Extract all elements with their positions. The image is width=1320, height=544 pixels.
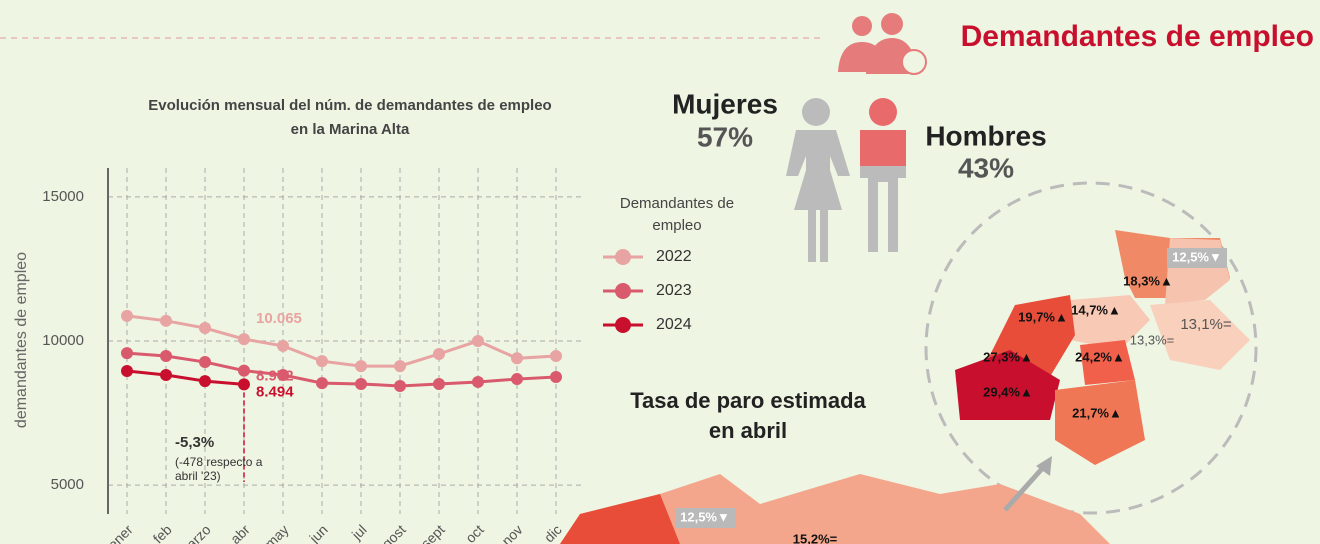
map-label: 14,7%▲: [1071, 302, 1121, 317]
y-tick-label: 15000: [42, 188, 84, 205]
map-label: 24,2%▲: [1075, 349, 1125, 364]
point: [160, 349, 172, 362]
x-tick-label: marzo: [175, 521, 214, 544]
point: [199, 375, 211, 388]
map-label: 19,7%▲: [1018, 309, 1068, 324]
x-tick-label: agost: [373, 521, 409, 544]
point: [316, 377, 328, 390]
legend-label: 2023: [656, 282, 692, 299]
point: [160, 314, 172, 327]
x-tick-label: feb: [150, 521, 175, 544]
x-tick-label: abr: [227, 521, 253, 544]
map-label-bg: [1167, 248, 1227, 268]
x-tick-label: dic: [541, 521, 565, 544]
point: [160, 369, 172, 382]
point: [199, 356, 211, 369]
header-icon: [838, 13, 927, 75]
point: [121, 309, 133, 322]
point: [277, 369, 289, 382]
map-label: 13,3%=: [1130, 332, 1174, 347]
value-label: 10.065: [256, 310, 302, 327]
legend-marker: [615, 317, 631, 333]
map-label: 12,5%▼: [1172, 249, 1222, 264]
map-label: 15,2%=: [793, 531, 838, 544]
point: [238, 364, 250, 377]
point: [511, 373, 523, 386]
x-tick-label: ener: [105, 521, 136, 544]
map-label: 13,1%=: [1180, 316, 1232, 333]
map-label: 27,3%▲: [983, 349, 1033, 364]
point: [394, 379, 406, 392]
legend-marker: [615, 249, 631, 265]
y-tick-label: 10000: [42, 332, 84, 349]
point: [433, 347, 445, 360]
y-tick-label: 5000: [51, 476, 84, 493]
women-label: Mujeres: [672, 88, 778, 119]
map-label: 21,7%▲: [1072, 405, 1122, 420]
chart-title: en la Marina Alta: [291, 121, 410, 138]
chart-title: Evolución mensual del núm. de demandante…: [148, 97, 551, 114]
x-tick-label: sept: [418, 521, 448, 544]
point: [433, 377, 445, 390]
point: [121, 364, 133, 377]
page-title: Demandantes de empleo: [961, 20, 1314, 53]
point: [355, 377, 367, 390]
map: [560, 181, 1258, 544]
men-label: Hombres: [925, 120, 1046, 151]
x-tick-label: jun: [306, 521, 331, 544]
map-label: 12,5%▼: [680, 509, 730, 524]
x-tick-label: may: [262, 521, 292, 544]
men-value: 43%: [958, 152, 1014, 183]
women-value: 57%: [697, 121, 753, 152]
point: [277, 339, 289, 352]
annotation: (-478 respecto a: [175, 455, 263, 469]
annotation: -5,3%: [175, 434, 214, 451]
point: [472, 375, 484, 388]
point: [238, 333, 250, 346]
map-label: 18,3%▲: [1123, 273, 1173, 288]
map-label-bg: [675, 508, 735, 528]
point: [121, 347, 133, 360]
point: [550, 349, 562, 362]
series-line: [126, 351, 557, 388]
map-title: en abril: [709, 418, 787, 443]
point: [550, 371, 562, 384]
legend-title: empleo: [652, 217, 701, 234]
x-tick-label: nov: [498, 521, 525, 544]
map-title: Tasa de paro estimada: [630, 388, 866, 413]
x-tick-label: oct: [462, 521, 487, 544]
legend-title: Demandantes de: [620, 195, 734, 212]
value-label: 8.494: [256, 383, 294, 400]
x-tick-label: jul: [348, 521, 370, 543]
legend-label: 2024: [656, 316, 692, 333]
y-axis-label: demandantes de empleo: [13, 252, 30, 428]
point: [199, 322, 211, 335]
gender-figures: [786, 98, 906, 262]
legend-marker: [615, 283, 631, 299]
point: [394, 360, 406, 373]
annotation: abril '23): [175, 469, 221, 483]
point: [511, 352, 523, 365]
legend-label: 2022: [656, 248, 692, 265]
point: [355, 360, 367, 373]
point: [316, 355, 328, 368]
map-label: 29,4%▲: [983, 384, 1033, 399]
series-line: [126, 314, 557, 368]
series-line: [126, 369, 245, 386]
point: [472, 335, 484, 347]
